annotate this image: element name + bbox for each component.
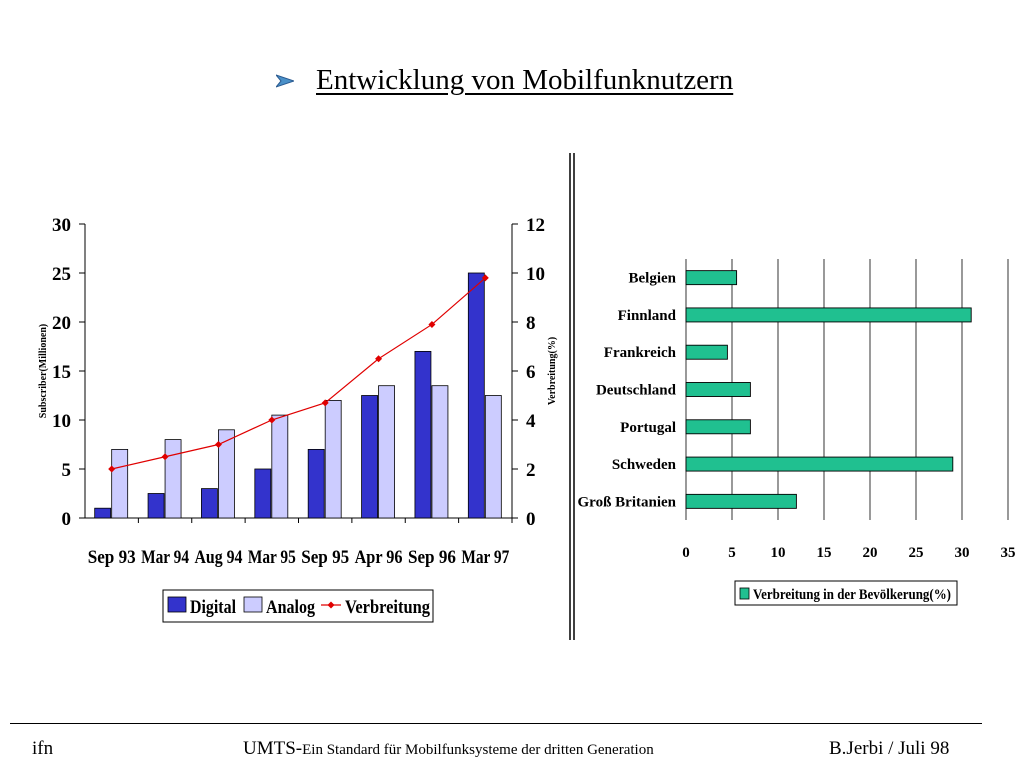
footer-right: B.Jerbi / Juli 98 [829,738,950,759]
footer-divider [10,723,982,724]
y2-tick-label: 2 [526,460,536,481]
verbreitung-point [161,453,169,461]
legend-label-analog: Analog [266,597,315,618]
y2-tick-label: 6 [526,362,536,383]
legend-marker-verbreitung [327,601,335,609]
y2-axis-title: Verbreitung(%) [547,337,558,405]
slide-title: Entwicklung von Mobilfunknutzern [276,64,733,97]
legend-label-verbreitung: Verbreitung [345,597,430,618]
subscriber-chart-legend: Digital Analog Verbreitung [162,589,434,623]
bar-digital [147,493,165,519]
verbreitung-point [481,274,489,282]
footer-center-subtitle: Ein Standard für Mobilfunksysteme der dr… [302,742,654,758]
legend-box [162,589,434,623]
verbreitung-point [268,416,276,424]
legend-swatch [739,587,750,600]
bar-digital [361,395,378,519]
verbreitung-point [375,355,383,363]
y-tick-label: 10 [52,411,71,432]
bar-digital [94,507,112,519]
penetration-chart-legend: Verbreitung in der Bevölkerung(%) [734,580,958,606]
y2-tick-label: 8 [526,313,536,334]
y-tick-label: 30 [52,215,71,236]
verbreitung-point [321,399,329,407]
bar-analog [378,385,395,519]
bar-digital [467,272,485,519]
x-tick-label: Apr 96 [355,547,403,568]
x-tick-label: Sep 93 [88,547,136,568]
verbreitung-point [108,465,116,473]
y2-tick-label: 12 [526,215,545,236]
footer-left: ifn [32,738,54,759]
subscriber-chart: 0 5 10 15 20 25 30 0 2 4 6 8 10 12 Subscriber(Millione… [38,215,558,623]
bar-digital [254,468,272,519]
y-tick-label: 0 [62,509,72,530]
bar-penetration [685,344,728,360]
legend-swatch-analog [243,596,263,613]
bar-analog [271,414,289,519]
y2-tick-label: 4 [526,411,536,432]
footer-center-main: UMTS- [243,738,303,759]
bar-penetration [685,307,972,323]
slide-title-text: Entwicklung von Mobilfunknutzern [316,64,734,96]
x-tick-label: Mar 94 [141,547,189,568]
y-tick-label: 25 [52,264,71,285]
category-label: Frankreich [604,345,677,361]
bar-analog [111,448,129,519]
legend-swatch-digital [167,596,187,613]
y-tick-label: 5 [62,460,72,481]
x-tick-label: Aug 94 [194,547,242,568]
x-tick-label: 25 [909,545,924,561]
footer-center: UMTS-Ein Standard für Mobilfunksysteme d… [243,738,654,760]
verbreitung-point [428,320,436,328]
penetration-chart: 0 5 10 15 20 25 30 35 Belgien Finnland Frankreich D… [578,259,1016,606]
bar-penetration [685,456,954,472]
category-label: Deutschland [596,383,677,399]
y-axis-title: Subscriber(Millionen) [38,324,49,418]
x-tick-label: Sep 96 [408,547,456,568]
x-tick-label: 35 [1001,545,1016,561]
legend-box [734,580,958,606]
x-tick-label: 20 [863,545,878,561]
category-label: Finnland [618,308,677,324]
x-tick-label: 10 [771,545,786,561]
x-tick-label: Sep 95 [301,547,349,568]
y2-tick-label: 0 [526,509,536,530]
category-label: Schweden [612,457,677,473]
bar-analog [484,395,502,519]
x-tick-label: 5 [728,545,736,561]
x-tick-label: Mar 97 [461,547,509,568]
bar-penetration [685,382,751,397]
y2-tick-label: 10 [526,264,545,285]
bar-digital [414,350,432,519]
verbreitung-line [111,277,486,470]
x-tick-label: Mar 95 [248,547,296,568]
bar-analog [218,429,235,519]
category-label: Groß Britanien [578,494,677,510]
category-label: Portugal [620,420,676,436]
bar-penetration [685,270,738,286]
arrow-bullet-icon [276,73,294,88]
y-tick-label: 15 [52,362,71,383]
legend-label: Verbreitung in der Bevölkerung(%) [753,587,951,603]
x-tick-label: 0 [682,545,690,561]
verbreitung-point [214,441,222,448]
bar-analog [164,439,182,519]
bar-digital [201,488,218,519]
y-tick-label: 20 [52,313,71,334]
legend-label-digital: Digital [190,597,236,618]
bar-digital [307,448,325,519]
bar-penetration [685,493,797,509]
x-tick-label: 15 [817,545,832,561]
bar-analog [431,385,449,519]
bar-analog [324,399,342,519]
charts-canvas: 0 5 10 15 20 25 30 0 2 4 6 8 10 12 Subscriber(Millione… [38,153,1016,640]
category-label: Belgien [629,271,677,287]
bar-penetration [685,419,751,435]
x-tick-label: 30 [955,545,970,561]
